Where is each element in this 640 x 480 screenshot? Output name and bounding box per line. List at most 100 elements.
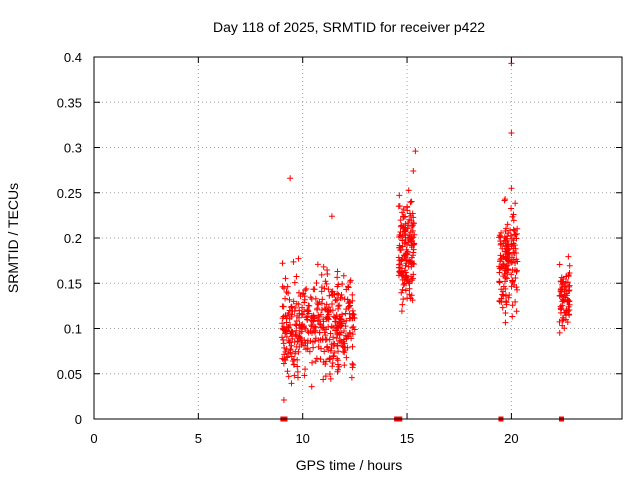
- data-point: [293, 300, 300, 307]
- data-point: [396, 192, 403, 199]
- data-point: [349, 331, 356, 338]
- data-point: [299, 304, 306, 311]
- data-point: [318, 271, 325, 278]
- data-point: [408, 244, 415, 251]
- data-point: [331, 340, 338, 347]
- data-point: [496, 265, 503, 272]
- data-point: [512, 200, 519, 207]
- x-tick-labels: 0 5 10 15 20: [90, 431, 518, 446]
- data-point: [346, 279, 353, 286]
- x-axis-label: GPS time / hours: [296, 457, 403, 473]
- data-point: [288, 333, 295, 340]
- data-point: [556, 329, 563, 336]
- data-point: [313, 355, 320, 362]
- data-point: [295, 374, 302, 381]
- data-point: [505, 229, 512, 236]
- data-point: [508, 259, 515, 266]
- data-point: [307, 294, 314, 301]
- data-point: [336, 363, 343, 370]
- data-point: [399, 209, 406, 216]
- data-point: [280, 396, 287, 403]
- data-point: [297, 335, 304, 342]
- data-point: [284, 368, 291, 375]
- data-point: [339, 280, 346, 287]
- data-point: [400, 214, 407, 221]
- data-point: [507, 232, 514, 239]
- data-point: [290, 258, 297, 265]
- data-point: [514, 258, 521, 265]
- data-point: [332, 297, 339, 304]
- data-point: [340, 272, 347, 279]
- data-point: [409, 227, 416, 234]
- data-point: [313, 279, 320, 286]
- data-point: [301, 299, 308, 306]
- data-point: [320, 263, 327, 270]
- data-point: [340, 328, 347, 335]
- data-point: [290, 298, 297, 305]
- data-point: [304, 340, 311, 347]
- data-point: [504, 221, 511, 228]
- data-point: [312, 335, 319, 342]
- data-point: [497, 256, 504, 263]
- data-point: [349, 291, 356, 298]
- data-point: [559, 322, 566, 329]
- data-point: [566, 298, 573, 305]
- data-point: [397, 233, 404, 240]
- data-point: [404, 295, 411, 302]
- data-point: [309, 323, 316, 330]
- data-point: [349, 343, 356, 350]
- y-tick-labels: 0 0.05 0.1 0.15 0.2 0.25 0.3 0.35 0.4: [57, 50, 82, 427]
- data-point: [406, 285, 413, 292]
- data-point: [508, 130, 515, 137]
- data-point: [409, 210, 416, 217]
- data-point: [502, 292, 509, 299]
- data-point: [328, 323, 335, 330]
- data-point: [409, 297, 416, 304]
- data-point: [512, 298, 519, 305]
- data-point: [496, 298, 503, 305]
- data-point: [326, 292, 333, 299]
- data-point: [505, 294, 512, 301]
- data-point: [338, 291, 345, 298]
- data-point: [286, 315, 293, 322]
- data-point: [343, 354, 350, 361]
- x-tick-label: 0: [90, 431, 97, 446]
- data-point: [498, 286, 505, 293]
- axis-ticks: [93, 56, 622, 420]
- data-point: [318, 307, 325, 314]
- data-point: [496, 278, 503, 285]
- data-point: [504, 275, 511, 282]
- data-point: [280, 360, 287, 367]
- data-point: [280, 323, 287, 330]
- data-point: [412, 148, 419, 155]
- data-point: [302, 346, 309, 353]
- data-point: [503, 301, 510, 308]
- data-point: [320, 376, 327, 383]
- data-point: [509, 313, 516, 320]
- data-point: [283, 354, 290, 361]
- data-point: [328, 213, 335, 220]
- data-point: [320, 318, 327, 325]
- data-point: [398, 246, 405, 253]
- data-point: [334, 290, 341, 297]
- data-point: [509, 302, 516, 309]
- data-point: [298, 341, 305, 348]
- data-point: [282, 357, 289, 364]
- data-point: [340, 348, 347, 355]
- data-point: [508, 185, 515, 192]
- data-point: [513, 284, 520, 291]
- data-point: [410, 168, 417, 175]
- data-point: [500, 283, 507, 290]
- y-tick-label: 0.2: [64, 231, 82, 246]
- data-point: [560, 316, 567, 323]
- data-point: [402, 262, 409, 269]
- data-point: [343, 286, 350, 293]
- data-point: [397, 217, 404, 224]
- data-point: [508, 271, 515, 278]
- data-point: [559, 293, 566, 300]
- data-point: [350, 362, 357, 369]
- data-point: [330, 334, 337, 341]
- data-point: [295, 314, 302, 321]
- data-point: [402, 287, 409, 294]
